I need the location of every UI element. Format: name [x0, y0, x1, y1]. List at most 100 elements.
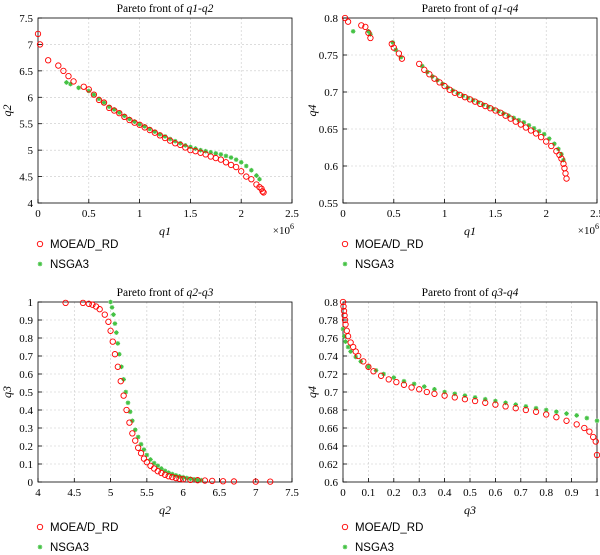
data-point-nsga3	[125, 400, 131, 406]
data-point-moead-rd	[408, 384, 415, 391]
chart-title: Pareto front of q1-q2	[117, 3, 214, 15]
data-point-moead-rd	[136, 121, 143, 128]
data-point-nsga3	[119, 364, 124, 370]
data-point-moead-rd	[362, 23, 369, 31]
series-nsga3	[108, 299, 204, 483]
legend-label-moead-rd: MOEA/D_RD	[50, 239, 118, 251]
data-point-moead-rd	[343, 327, 350, 334]
data-point-nsga3	[137, 121, 142, 127]
legend: MOEA/D_RD NSGA3	[36, 522, 118, 554]
axis-multiplier: ×106	[273, 222, 294, 237]
data-point-moead-rd	[79, 299, 87, 307]
y-tick-label: 0.78	[319, 315, 339, 327]
data-point-nsga3	[533, 405, 539, 411]
data-point-moead-rd	[497, 109, 504, 116]
data-point-nsga3	[516, 117, 522, 123]
data-point-nsga3	[554, 409, 559, 415]
data-point-moead-rd	[140, 455, 148, 462]
y-tick-label: 0.5	[19, 387, 33, 399]
y-tick-label: 0.8	[324, 13, 338, 25]
data-point-moead-rd	[532, 408, 540, 415]
x-tick-label: 2.5	[285, 208, 299, 220]
data-point-moead-rd	[562, 170, 569, 177]
data-point-moead-rd	[563, 175, 570, 182]
data-point-nsga3	[340, 326, 346, 332]
data-point-moead-rd	[105, 104, 113, 112]
data-point-nsga3	[249, 167, 254, 173]
data-point-moead-rd	[107, 327, 114, 334]
data-point-nsga3	[243, 163, 249, 169]
data-point-moead-rd	[385, 376, 392, 383]
y-tick-label: 0.65	[319, 124, 339, 136]
title-text: Pareto front of	[422, 3, 492, 15]
multiplier-exponent: 6	[290, 222, 294, 231]
data-point-moead-rd	[339, 298, 347, 306]
legend: MOEA/D_RD NSGA3	[341, 522, 423, 554]
data-point-nsga3	[543, 407, 549, 413]
data-point-moead-rd	[217, 156, 225, 163]
data-point-moead-rd	[169, 473, 176, 481]
axis-multiplier: ×106	[578, 222, 599, 237]
data-point-nsga3	[195, 477, 200, 483]
x-tick-label: 0	[340, 208, 346, 220]
data-point-nsga3	[141, 447, 147, 452]
title-variable: q1	[492, 3, 504, 15]
y-tick-label: 0.2	[19, 441, 33, 453]
data-point-moead-rd	[344, 18, 352, 25]
data-point-moead-rd	[172, 474, 180, 482]
data-point-nsga3	[343, 339, 348, 344]
series-moead-rd	[339, 298, 600, 459]
title-text: -	[198, 3, 202, 15]
data-point-moead-rd	[548, 142, 555, 150]
data-point-nsga3	[162, 134, 168, 139]
data-point-nsga3	[411, 381, 417, 387]
multiplier-base: ×10	[273, 225, 291, 237]
data-point-moead-rd	[150, 465, 158, 472]
legend-marker-moead-rd	[36, 240, 44, 248]
data-point-moead-rd	[388, 40, 395, 48]
data-point-nsga3	[564, 411, 569, 416]
data-point-moead-rd	[423, 388, 430, 396]
data-point-moead-rd	[466, 96, 474, 103]
data-point-nsga3	[574, 413, 579, 418]
data-point-nsga3	[218, 152, 224, 157]
data-point-moead-rd	[222, 159, 230, 166]
data-point-moead-rd	[182, 144, 189, 151]
data-point-moead-rd	[90, 91, 98, 98]
legend-marker-moead-rd	[36, 523, 44, 531]
data-point-moead-rd	[482, 102, 489, 110]
x-tick-label: 7.5	[285, 487, 299, 499]
data-point-nsga3	[114, 330, 119, 335]
data-point-moead-rd	[532, 130, 540, 137]
data-point-moead-rd	[360, 358, 367, 365]
y-tick-label: 0.7	[19, 351, 33, 363]
data-point-moead-rd	[358, 22, 365, 29]
data-point-nsga3	[541, 131, 547, 137]
x-tick-label: 1	[137, 208, 143, 220]
title-text: -	[198, 287, 202, 299]
y-axis-label: q3	[0, 386, 14, 398]
data-point-moead-rd	[179, 476, 187, 483]
x-tick-label: 0.9	[565, 487, 579, 499]
data-point-moead-rd	[390, 44, 397, 51]
data-point-nsga3	[559, 151, 564, 157]
data-point-nsga3	[108, 299, 113, 305]
data-point-moead-rd	[527, 127, 535, 134]
data-point-moead-rd	[563, 417, 570, 424]
x-tick-label: 7	[253, 487, 259, 499]
data-point-moead-rd	[451, 89, 458, 96]
data-point-nsga3	[91, 92, 97, 97]
title-variable: q4	[507, 3, 519, 15]
data-point-moead-rd	[507, 115, 514, 122]
data-point-moead-rd	[553, 148, 560, 155]
data-point-moead-rd	[461, 94, 469, 101]
data-point-nsga3	[155, 463, 161, 469]
data-point-moead-rd	[340, 303, 347, 310]
y-tick-label: 4	[28, 198, 34, 210]
data-point-moead-rd	[367, 34, 374, 42]
data-point-nsga3	[188, 476, 193, 482]
data-point-nsga3	[594, 418, 600, 424]
data-point-moead-rd	[341, 316, 349, 324]
data-point-moead-rd	[421, 66, 428, 73]
data-point-nsga3	[122, 113, 127, 119]
